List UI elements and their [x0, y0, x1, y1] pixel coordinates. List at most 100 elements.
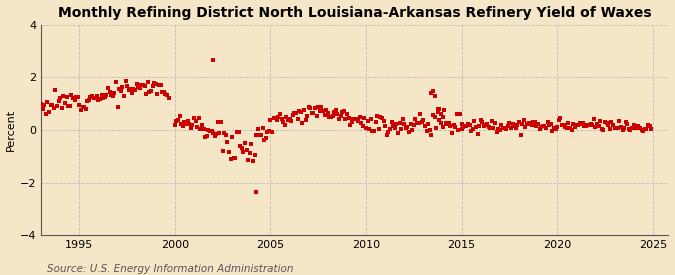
Point: [462, 122, 473, 127]
Point: [58, 94, 69, 98]
Point: [319, 113, 330, 117]
Point: [497, 126, 508, 131]
Point: [432, 107, 443, 112]
Point: [318, 108, 329, 113]
Point: [288, 112, 298, 117]
Point: [396, 127, 406, 131]
Point: [509, 124, 520, 128]
Point: [354, 115, 365, 119]
Point: [426, 91, 437, 95]
Point: [434, 107, 445, 111]
Point: [491, 129, 502, 134]
Point: [456, 122, 467, 126]
Point: [114, 87, 125, 92]
Point: [482, 122, 493, 126]
Point: [387, 123, 398, 128]
Point: [442, 121, 453, 126]
Point: [85, 95, 96, 100]
Y-axis label: Percent: Percent: [5, 109, 16, 151]
Point: [616, 125, 626, 129]
Point: [496, 123, 507, 127]
Point: [144, 90, 155, 94]
Point: [257, 126, 268, 130]
Point: [475, 118, 486, 123]
Point: [290, 111, 301, 116]
Point: [443, 121, 454, 125]
Point: [427, 89, 438, 93]
Point: [549, 126, 560, 130]
Point: [628, 123, 639, 127]
Point: [452, 112, 462, 116]
Point: [315, 108, 325, 113]
Point: [337, 110, 348, 114]
Point: [228, 156, 239, 160]
Point: [188, 116, 199, 121]
Point: [598, 128, 609, 133]
Point: [243, 158, 254, 162]
Point: [209, 134, 220, 138]
Point: [173, 118, 184, 122]
Point: [523, 121, 534, 125]
Point: [427, 113, 438, 117]
Point: [298, 108, 309, 112]
Point: [373, 126, 384, 131]
Point: [577, 121, 588, 125]
Point: [555, 115, 566, 120]
Point: [460, 124, 470, 128]
Point: [507, 122, 518, 126]
Point: [115, 88, 126, 93]
Point: [84, 98, 95, 102]
Point: [364, 126, 375, 131]
Point: [512, 123, 522, 127]
Point: [408, 123, 419, 128]
Point: [42, 100, 53, 104]
Point: [612, 126, 623, 131]
Point: [306, 111, 317, 115]
Point: [345, 123, 356, 127]
Point: [333, 116, 344, 121]
Point: [136, 82, 147, 87]
Point: [437, 125, 448, 130]
Point: [155, 82, 166, 87]
Point: [410, 117, 421, 122]
Point: [348, 117, 358, 122]
Point: [435, 121, 446, 126]
Point: [278, 120, 289, 125]
Point: [268, 116, 279, 121]
Point: [66, 93, 77, 97]
Point: [276, 117, 287, 121]
Point: [211, 132, 221, 136]
Point: [159, 90, 169, 94]
Point: [631, 126, 642, 130]
Point: [88, 96, 99, 101]
Point: [103, 86, 113, 90]
Point: [325, 114, 336, 119]
Point: [305, 106, 316, 111]
Point: [399, 122, 410, 126]
Point: [230, 155, 241, 160]
Point: [493, 127, 504, 131]
Point: [522, 121, 533, 126]
Point: [614, 119, 625, 123]
Point: [196, 123, 207, 127]
Point: [489, 120, 500, 125]
Point: [375, 115, 386, 120]
Point: [609, 126, 620, 130]
Point: [111, 80, 122, 84]
Point: [171, 119, 182, 124]
Point: [262, 130, 273, 134]
Point: [537, 123, 548, 128]
Point: [432, 109, 443, 114]
Point: [563, 121, 574, 125]
Point: [109, 91, 119, 95]
Point: [106, 93, 117, 97]
Point: [148, 81, 159, 85]
Point: [458, 125, 468, 129]
Point: [59, 100, 70, 105]
Point: [377, 116, 387, 120]
Point: [528, 120, 539, 124]
Point: [104, 90, 115, 94]
Point: [286, 119, 296, 123]
Point: [55, 95, 65, 100]
Point: [582, 123, 593, 127]
